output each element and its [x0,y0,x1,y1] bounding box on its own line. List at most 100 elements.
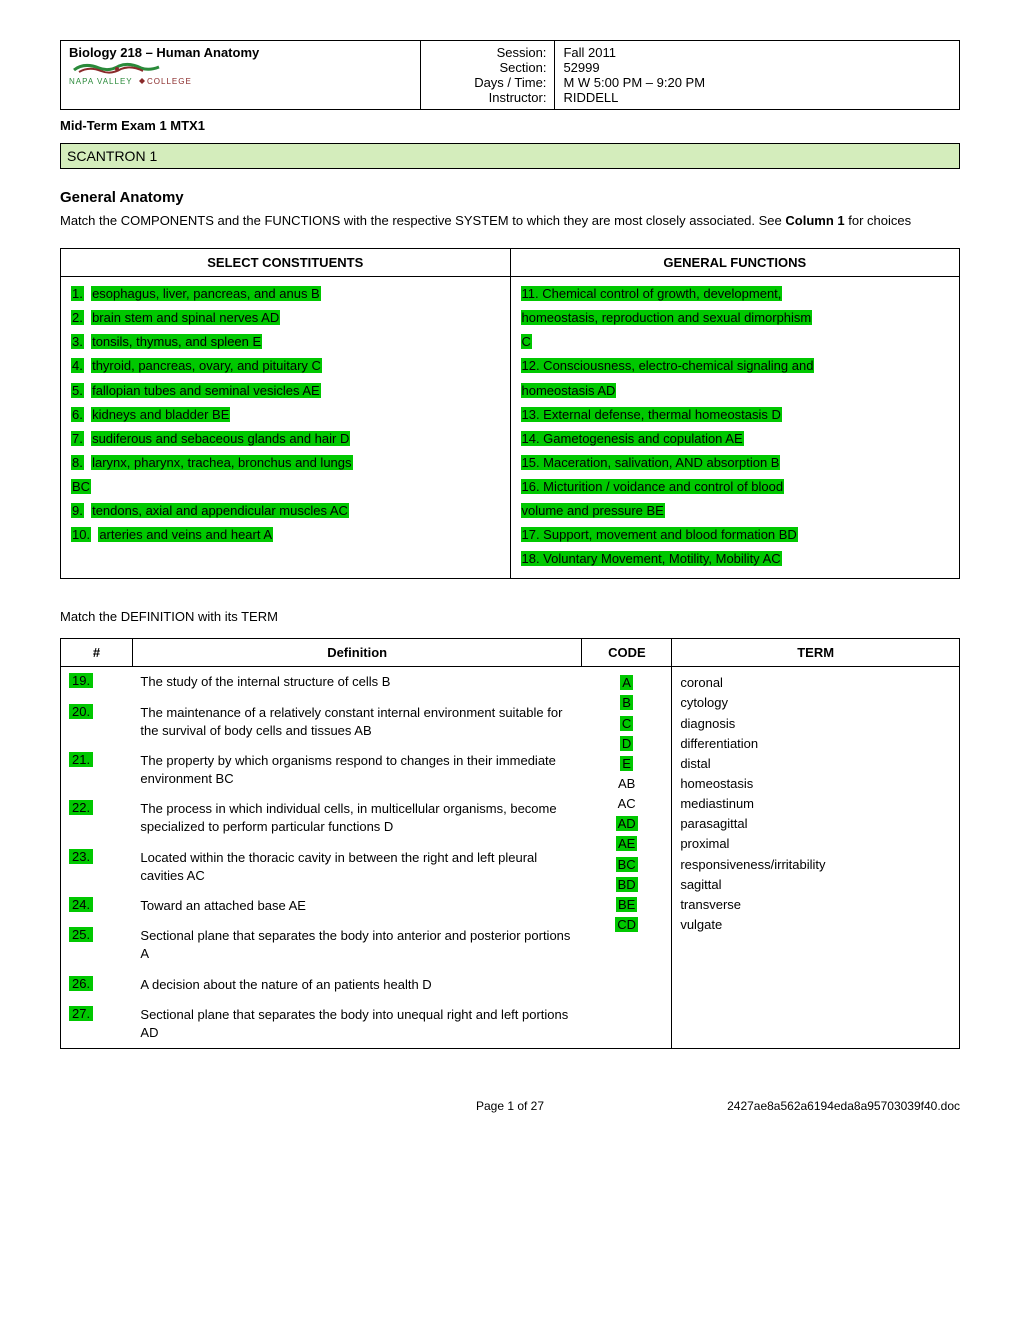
header-table: Biology 218 – Human Anatomy NAPA VALLEY … [60,40,960,110]
constituent-item: 9. tendons, axial and appendicular muscl… [71,500,500,522]
term-item: proximal [680,834,951,854]
svg-text:COLLEGE: COLLEGE [147,77,192,86]
constituent-item-cont: BC [71,476,500,498]
function-item-cont: volume and pressure BE [521,500,950,522]
function-item: 18. Voluntary Movement, Motility, Mobili… [521,548,950,570]
footer: Page 1 of 27 2427ae8a562a6194eda8a957030… [60,1099,960,1113]
constituent-item: 10. arteries and veins and heart A [71,524,500,546]
match-header-left: SELECT CONSTITUENTS [61,249,511,277]
header-labels: Session: Section: Days / Time: Instructo… [420,41,555,110]
constituent-item: 1. esophagus, liver, pancreas, and anus … [71,283,500,305]
def-text-cell: The maintenance of a relatively constant… [132,698,582,746]
function-item: 11. Chemical control of growth, developm… [521,283,950,305]
function-item: 12. Consciousness, electro-chemical sign… [521,355,950,377]
header-left: Biology 218 – Human Anatomy NAPA VALLEY … [61,41,421,110]
function-item-cont: homeostasis AD [521,380,950,402]
term-item: coronal [680,673,951,693]
svg-text:NAPA VALLEY: NAPA VALLEY [69,77,133,86]
code-item: BD [590,875,663,895]
term-item: homeostasis [680,774,951,794]
def-num-cell: 24. [61,891,133,921]
term-item: sagittal [680,875,951,895]
val-session: Fall 2011 [563,45,951,60]
val-section: 52999 [563,60,951,75]
function-item: 13. External defense, thermal homeostasi… [521,404,950,426]
term-item: transverse [680,895,951,915]
def-text-cell: Sectional plane that separates the body … [132,921,582,969]
def-num-cell: 25. [61,921,133,969]
function-item: 17. Support, movement and blood formatio… [521,524,950,546]
label-days: Days / Time: [429,75,547,90]
def-num-cell: 20. [61,698,133,746]
constituents-cell: 1. esophagus, liver, pancreas, and anus … [61,277,511,579]
code-column: ABCDEABACADAEBCBDBECD [582,667,672,1049]
def-text-cell: The process in which individual cells, i… [132,794,582,842]
code-item: AC [590,794,663,814]
scantron-bar: SCANTRON 1 [60,143,960,169]
def-text-cell: A decision about the nature of an patien… [132,970,582,1000]
def-num-cell: 19. [61,667,133,698]
term-item: cytology [680,693,951,713]
defs-body: 19. The study of the internal structure … [61,667,960,1049]
term-item: vulgate [680,915,951,935]
constituent-item: 5. fallopian tubes and seminal vesicles … [71,380,500,402]
exam-title: Mid-Term Exam 1 MTX1 [60,118,960,133]
code-item: AB [590,774,663,794]
instr-c: for choices [845,213,911,228]
label-session: Session: [429,45,547,60]
constituent-item: 7. sudiferous and sebaceous glands and h… [71,428,500,450]
label-section: Section: [429,60,547,75]
footer-file: 2427ae8a562a6194eda8a95703039f40.doc [660,1099,960,1113]
instructions-1: Match the COMPONENTS and the FUNCTIONS w… [60,212,960,230]
code-item: CD [590,915,663,935]
function-item: 15. Maceration, salivation, AND absorpti… [521,452,950,474]
function-item-cont: C [521,331,950,353]
header-values: Fall 2011 52999 M W 5:00 PM – 9:20 PM RI… [555,41,960,110]
code-item: A [590,673,663,693]
term-column: coronalcytologydiagnosisdifferentiationd… [672,667,960,1049]
def-num-cell: 27. [61,1000,133,1049]
term-item: responsiveness/irritability [680,855,951,875]
college-logo: NAPA VALLEY COLLEGE [69,62,412,88]
constituent-item: 2. brain stem and spinal nerves AD [71,307,500,329]
th-code: CODE [582,639,672,667]
code-item: D [590,734,663,754]
def-text-cell: Sectional plane that separates the body … [132,1000,582,1049]
code-item: C [590,714,663,734]
def-text-cell: The property by which organisms respond … [132,746,582,794]
th-num: # [61,639,133,667]
label-instructor: Instructor: [429,90,547,105]
code-item: AD [590,814,663,834]
def-num-cell: 23. [61,843,133,891]
constituent-item: 4. thyroid, pancreas, ovary, and pituita… [71,355,500,377]
function-item-cont: homeostasis, reproduction and sexual dim… [521,307,950,329]
term-item: mediastinum [680,794,951,814]
course-title: Biology 218 – Human Anatomy [69,45,412,60]
code-item: B [590,693,663,713]
def-num-cell: 22. [61,794,133,842]
footer-page: Page 1 of 27 [360,1099,660,1113]
term-item: diagnosis [680,714,951,734]
code-item: BE [590,895,663,915]
th-term: TERM [672,639,960,667]
code-item: AE [590,834,663,854]
code-item: E [590,754,663,774]
def-text-cell: Located within the thoracic cavity in be… [132,843,582,891]
function-item: 16. Micturition / voidance and control o… [521,476,950,498]
term-item: distal [680,754,951,774]
instr-a: Match the COMPONENTS and the FUNCTIONS w… [60,213,785,228]
definition-table: # Definition CODE TERM 19. The study of … [60,638,960,1049]
def-row: 19. The study of the internal structure … [61,667,960,698]
constituent-item: 8. larynx, pharynx, trachea, bronchus an… [71,452,500,474]
term-item: parasagittal [680,814,951,834]
code-item: BC [590,855,663,875]
instr-b: Column 1 [785,213,844,228]
def-num-cell: 26. [61,970,133,1000]
def-text-cell: Toward an attached base AE [132,891,582,921]
val-instructor: RIDDELL [563,90,951,105]
def-num-cell: 21. [61,746,133,794]
match-header-right: GENERAL FUNCTIONS [510,249,960,277]
instructions-2: Match the DEFINITION with its TERM [60,609,960,624]
functions-cell: 11. Chemical control of growth, developm… [510,277,960,579]
function-item: 14. Gametogenesis and copulation AE [521,428,950,450]
